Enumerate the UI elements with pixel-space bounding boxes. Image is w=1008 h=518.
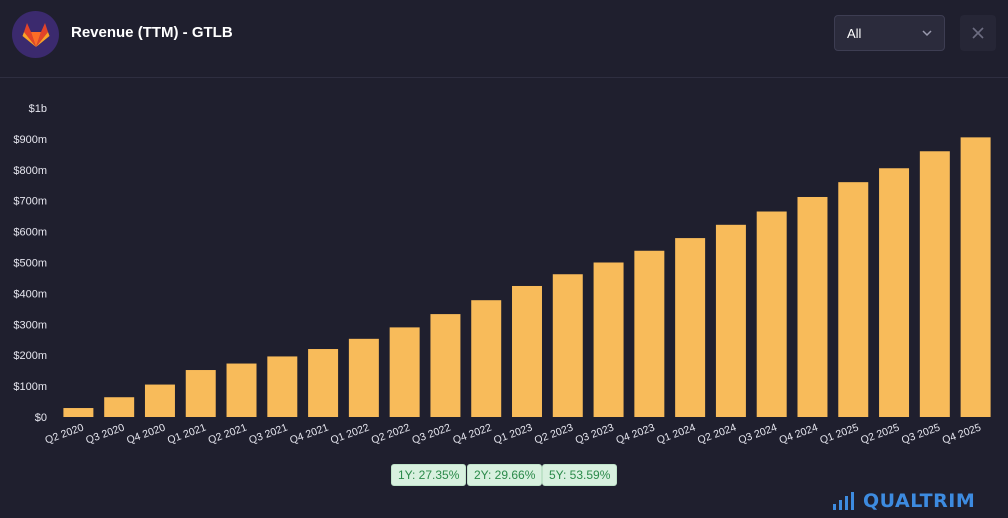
y-tick-label: $900m xyxy=(13,134,47,146)
period-select[interactable]: All xyxy=(834,15,945,51)
x-tick-label: Q4 2025 xyxy=(941,421,983,446)
x-tick-label: Q4 2021 xyxy=(288,421,330,446)
bar-q3-2024[interactable] xyxy=(756,211,787,417)
bars xyxy=(63,137,991,418)
bar-q2-2025[interactable] xyxy=(879,168,910,417)
y-tick-label: $800m xyxy=(13,165,47,177)
growth-badge-2y: 2Y: 29.66% xyxy=(467,464,543,486)
x-tick-label: Q2 2021 xyxy=(207,421,249,446)
x-tick-label: Q2 2025 xyxy=(859,421,901,446)
revenue-bar-chart: $0 $100m $200m $300m $400m $500m $600m $700m $80… xyxy=(13,103,991,447)
y-tick-label: $1b xyxy=(29,103,47,115)
x-tick-label: Q1 2021 xyxy=(166,421,208,446)
chevron-down-icon xyxy=(922,30,932,37)
y-tick-label: $400m xyxy=(13,288,47,300)
chart-header: Revenue (TTM) - GTLB All xyxy=(0,0,1008,78)
bar-q1-2025[interactable] xyxy=(838,182,869,417)
brand-logo: QUALTRIM xyxy=(832,490,975,512)
bar-q4-2022[interactable] xyxy=(471,300,502,417)
gitlab-fox-icon xyxy=(12,11,59,58)
y-tick-label: $200m xyxy=(13,350,47,362)
bar-q3-2023[interactable] xyxy=(593,262,624,418)
y-axis-ticks: $0 $100m $200m $300m $400m $500m $600m $700m $80… xyxy=(13,103,47,424)
x-tick-label: Q4 2022 xyxy=(451,421,493,446)
bar-q4-2024[interactable] xyxy=(797,196,828,417)
y-tick-label: $100m xyxy=(13,381,47,393)
x-tick-label: Q4 2020 xyxy=(125,421,167,446)
y-tick-label: $700m xyxy=(13,196,47,208)
x-tick-label: Q3 2021 xyxy=(247,421,289,446)
close-button[interactable] xyxy=(960,15,996,51)
bar-q3-2025[interactable] xyxy=(919,151,950,417)
close-icon xyxy=(972,27,984,39)
x-tick-label: Q4 2023 xyxy=(614,421,656,446)
bar-q2-2024[interactable] xyxy=(715,224,746,417)
x-tick-label: Q3 2025 xyxy=(900,421,942,446)
x-tick-label: Q1 2022 xyxy=(329,421,371,446)
growth-badge-1y: 1Y: 27.35% xyxy=(391,464,467,486)
x-tick-label: Q2 2023 xyxy=(533,421,575,446)
y-tick-label: $600m xyxy=(13,227,47,239)
x-tick-label: Q4 2024 xyxy=(778,421,820,446)
bar-q4-2023[interactable] xyxy=(634,250,665,417)
bar-q1-2021[interactable] xyxy=(185,370,216,417)
bar-q2-2021[interactable] xyxy=(226,363,257,417)
period-select-value: All xyxy=(847,26,862,41)
x-tick-label: Q1 2024 xyxy=(655,421,697,446)
x-tick-label: Q1 2025 xyxy=(818,421,860,446)
bar-q4-2025[interactable] xyxy=(960,137,991,418)
bar-q1-2024[interactable] xyxy=(675,238,706,417)
bar-chart-icon xyxy=(833,492,854,510)
x-tick-label: Q2 2024 xyxy=(696,421,738,446)
x-tick-label: Q2 2020 xyxy=(43,421,85,446)
bar-q4-2021[interactable] xyxy=(308,349,339,417)
brand-name: QUALTRIM xyxy=(863,490,976,512)
bar-q4-2020[interactable] xyxy=(144,384,175,417)
bar-q3-2020[interactable] xyxy=(104,397,135,417)
y-tick-label: $500m xyxy=(13,258,47,270)
page-title: Revenue (TTM) - GTLB xyxy=(71,24,233,41)
y-tick-label: $0 xyxy=(35,412,47,424)
y-tick-label: $300m xyxy=(13,319,47,331)
x-tick-label: Q3 2020 xyxy=(84,421,126,446)
x-tick-label: Q3 2023 xyxy=(574,421,616,446)
bar-q3-2022[interactable] xyxy=(430,314,461,417)
x-tick-label: Q3 2024 xyxy=(737,421,779,446)
growth-badge-5y: 5Y: 53.59% xyxy=(542,464,618,486)
x-tick-label: Q3 2022 xyxy=(410,421,452,446)
bar-q2-2023[interactable] xyxy=(552,274,583,417)
bar-q2-2020[interactable] xyxy=(63,408,94,417)
bar-q3-2021[interactable] xyxy=(267,356,298,417)
bar-q2-2022[interactable] xyxy=(389,327,420,417)
x-tick-label: Q2 2022 xyxy=(370,421,412,446)
x-tick-label: Q1 2023 xyxy=(492,421,534,446)
bar-q1-2022[interactable] xyxy=(348,338,379,417)
growth-badges: 1Y: 27.35% 2Y: 29.66% 5Y: 53.59% xyxy=(0,464,1008,486)
bar-q1-2023[interactable] xyxy=(512,285,542,417)
